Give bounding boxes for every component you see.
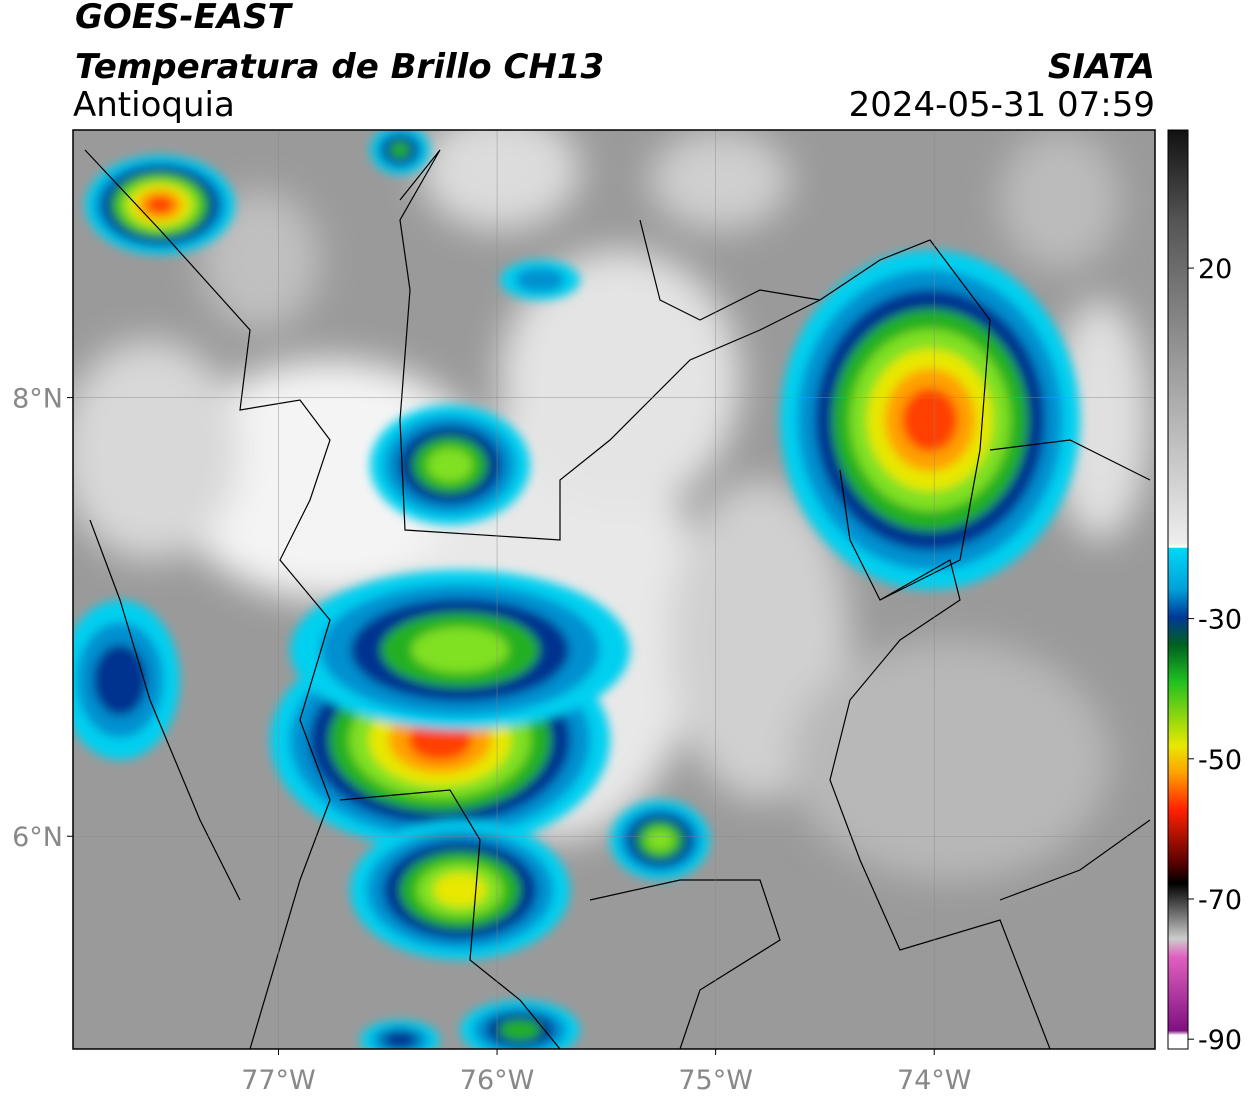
map-frame (72, 129, 1156, 1050)
cloud-texture (790, 640, 1110, 880)
datetime: 2024-05-31 07:59 (849, 85, 1155, 125)
title: GOES-EAST (75, 0, 294, 37)
cold-cloud (146, 195, 174, 215)
colorbar-tick-label: -70 (1198, 885, 1242, 916)
cold-cloud (389, 141, 411, 159)
cold-cloud (382, 1031, 418, 1049)
cold-cloud (93, 644, 147, 716)
cold-cloud (427, 447, 473, 483)
cloud-texture (500, 250, 740, 510)
cloud-texture (1000, 130, 1120, 270)
cloud-texture (420, 130, 580, 230)
colorbar-tick-label: -50 (1198, 745, 1242, 776)
x-tick-label: 74°W (897, 1065, 972, 1096)
cold-cloud (645, 828, 675, 852)
colorbar (1167, 129, 1189, 1050)
map-image (73, 130, 1155, 1049)
region: Antioquia (73, 85, 235, 125)
cloud-texture (73, 340, 240, 560)
cloud-texture (200, 190, 320, 330)
cold-cloud (902, 388, 958, 452)
y-tick-label: 6°N (12, 822, 63, 853)
cold-cloud (515, 267, 565, 293)
cold-cloud (499, 1019, 541, 1041)
colorbar-tick-label: 20 (1198, 254, 1232, 285)
x-tick-label: 75°W (678, 1065, 753, 1096)
y-tick-label: 8°N (12, 384, 63, 415)
colorbar-tick-label: -90 (1198, 1025, 1242, 1056)
x-tick-label: 76°W (460, 1065, 535, 1096)
x-tick-label: 77°W (241, 1065, 316, 1096)
colorbar-tick-label: -30 (1198, 605, 1242, 636)
source: SIATA (1048, 47, 1155, 87)
cloud-texture (650, 130, 790, 230)
cold-cloud (433, 873, 487, 907)
borders (84, 149, 1151, 1049)
cloud-texture (1050, 300, 1150, 540)
cold-cloud (411, 627, 509, 673)
subtitle: Temperatura de Brillo CH13 (75, 47, 604, 87)
